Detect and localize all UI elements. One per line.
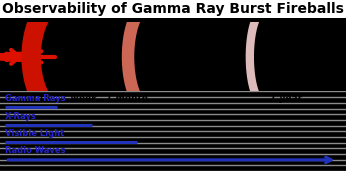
Text: 1 month: 1 month — [106, 94, 147, 103]
Circle shape — [0, 52, 42, 61]
Text: 1 week: 1 week — [61, 94, 97, 103]
Text: Visible Light: Visible Light — [5, 129, 64, 138]
Text: 1 year: 1 year — [270, 94, 302, 103]
Text: Radio Waves: Radio Waves — [5, 147, 66, 155]
Text: Observability of Gamma Ray Burst Fireballs: Observability of Gamma Ray Burst Firebal… — [2, 2, 344, 16]
Text: X-Rays: X-Rays — [5, 111, 37, 121]
Text: Gamma Rays: Gamma Rays — [5, 94, 66, 103]
Text: 5 minutes: 5 minutes — [5, 94, 56, 103]
